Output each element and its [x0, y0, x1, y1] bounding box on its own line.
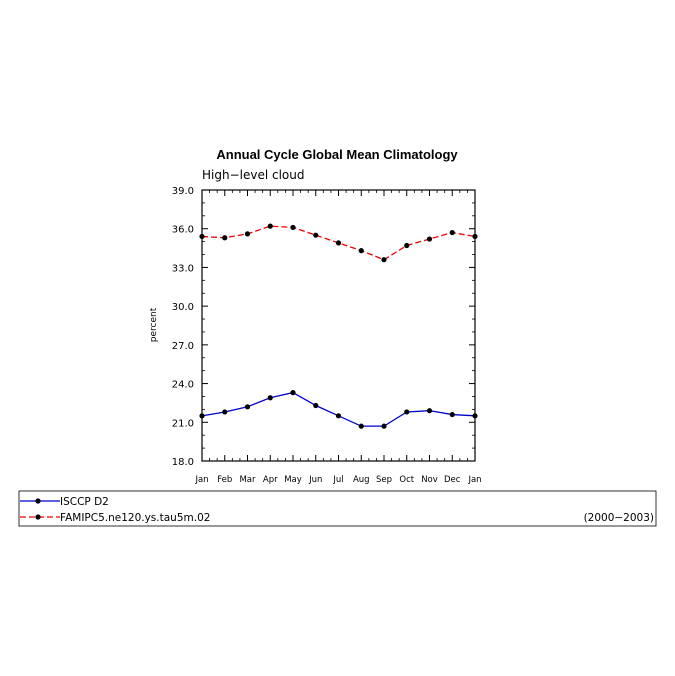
x-tick-label: Feb [217, 475, 232, 485]
series-1-point [222, 235, 228, 241]
x-tick-label: Mar [239, 475, 256, 485]
series-line-0 [201, 391, 476, 427]
legend-box [18, 490, 657, 527]
series-0-point [313, 402, 319, 409]
series-0-point [290, 390, 296, 396]
series-0-point [426, 408, 433, 414]
legend-label-0: ISCCP D2 [60, 496, 109, 508]
y-tick-label: 33.0 [172, 263, 194, 274]
series-1-point [381, 257, 387, 263]
y-tick-label: 36.0 [172, 225, 194, 236]
y-axis-label: percent [149, 307, 159, 342]
x-tick-label: Nov [421, 475, 438, 485]
series-1-point [335, 240, 342, 246]
series-0-point [335, 413, 342, 419]
series-0-point [381, 423, 387, 429]
plot-frame [201, 189, 476, 462]
series-layer [199, 223, 478, 429]
series-1-point [313, 232, 319, 238]
x-tick-label: Jan [467, 475, 481, 485]
x-tick-label: Apr [263, 475, 278, 485]
series-0-point [267, 395, 273, 401]
chart-title: Annual Cycle Global Mean Climatology [216, 147, 458, 162]
series-1-point [244, 231, 251, 237]
series-1-point [472, 233, 478, 240]
y-tick-label: 21.0 [172, 418, 194, 429]
series-1-point [267, 223, 273, 229]
y-tick-label: 18.0 [172, 457, 194, 468]
series-0-point [358, 423, 364, 429]
x-tick-label: Sep [376, 475, 392, 485]
x-tick-label: Jan [194, 475, 208, 485]
x-tick-label: Dec [444, 475, 461, 485]
series-1-point [404, 242, 410, 249]
series-0-point [199, 413, 205, 419]
series-0-point [449, 411, 455, 418]
series-1-point [290, 224, 296, 231]
x-tick-label: Jul [332, 475, 343, 485]
series-1-point [358, 248, 364, 254]
chart-subtitle: High−level cloud [202, 168, 304, 182]
y-tick-label: 24.0 [172, 380, 194, 391]
legend-label-1: FAMIPC5.ne120.ys.tau5m.02 [60, 512, 210, 524]
x-tick-label: Jun [308, 475, 322, 485]
legend-marker-0 [35, 498, 41, 504]
legend-marker-1 [35, 514, 41, 520]
y-tick-label: 30.0 [172, 302, 194, 313]
series-0-point [404, 409, 410, 415]
series-0-point [472, 413, 478, 419]
legend-period: (2000−2003) [584, 512, 654, 524]
y-tick-label: 27.0 [172, 341, 194, 352]
y-tick-label: 39.0 [172, 186, 194, 197]
x-tick-label: Aug [353, 475, 370, 485]
legend: ISCCP D2 FAMIPC5.ne120.ys.tau5m.02 [20, 496, 210, 524]
x-axis: Jan Feb Mar Apr May Jun Jul Aug Sep Oct Nov Dec Jan [194, 190, 482, 485]
series-0-point [244, 404, 251, 410]
series-0-point [222, 409, 228, 415]
series-1-point [426, 236, 433, 242]
x-tick-label: Oct [399, 475, 414, 485]
x-tick-label: May [284, 475, 302, 485]
y-axis: 18.0 21.0 24.0 27.0 30.0 33.0 36.0 39.0 [172, 186, 475, 468]
series-1-point [449, 229, 455, 236]
series-1-point [199, 233, 205, 240]
